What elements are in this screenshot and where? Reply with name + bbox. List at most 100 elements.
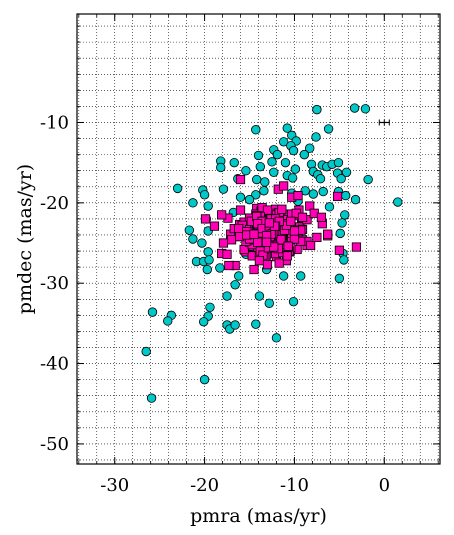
scatter-point-circle [184,225,195,235]
scatter-point-circle [230,280,240,290]
scatter-point-circle [251,190,261,200]
scatter-point-circle [252,174,262,185]
scatter-point-square [249,264,259,275]
scatter-point-circle [163,316,173,326]
scatter-point-square [297,212,308,222]
scatter-point-circle [141,346,151,357]
scatter-point-circle [308,189,319,199]
scatter-point-circle [311,132,321,142]
scatter-point-circle [188,234,198,244]
scatter-point-circle [278,137,289,147]
scatter-point-square [209,221,220,231]
x-tick-label: -30 [100,475,129,496]
axis-ticks: -30 -20 -10 0 -50 -40 -30 -20 -10 [40,14,440,496]
scatter-point-circle [172,183,183,194]
scatter-point-circle [324,202,335,212]
scatter-point-square [334,245,344,255]
scatter-point-circle [282,123,292,133]
scatter-point-circle [230,320,240,330]
scatter-point-circle [188,198,198,208]
scatter-point-circle [259,186,269,196]
scatter-point-circle [287,173,298,183]
scatter-point-square [218,238,229,248]
annotations [378,119,390,126]
scatter-point-circle [199,190,210,200]
scatter-point-square [222,249,232,259]
scatter-point-circle [312,104,322,115]
scatter-point-square [254,256,264,266]
scatter-point-circle [337,218,347,228]
scatter-point-circle [222,291,232,301]
scatter-point-circle [340,210,350,220]
scatter-point-circle [300,186,310,196]
scatter-point-square [269,242,279,252]
scatter-point-square [289,226,300,236]
scatter-point-square [332,191,343,202]
scatter-point-circle [215,263,225,273]
scatter-point-square [277,204,287,214]
scatter-point-square [283,241,293,251]
scatter-point-circle [146,393,157,403]
scatter-point-circle [280,157,291,168]
y-tick-label: -20 [40,193,69,214]
y-tick-label: -50 [40,434,69,455]
scatter-point-circle [197,238,207,248]
scatter-point-circle [334,273,345,284]
y-tick-label: -30 [40,273,69,294]
scatter-point-circle [336,174,346,184]
scatter-point-square [262,260,273,270]
scatter-point-circle [235,192,246,202]
scatter-point-circle [288,145,299,156]
scatter-point-square [264,218,274,228]
scatter-point-circle [278,271,289,281]
scatter-point-circle [318,186,328,197]
scatter-point-square [200,214,211,224]
scatter-point-circle [269,167,279,178]
scatter-point-square [312,232,322,242]
scatter-point-circle [271,333,282,343]
scatter-point-circle [323,124,334,134]
scatter-point-circle [288,296,299,307]
scatter-point-square [279,181,289,191]
scatter-point-circle [267,157,277,167]
scatter-point-circle [350,194,361,205]
scatter-point-square [226,235,237,245]
scatter-point-square [249,229,259,239]
scatter-point-square [235,174,246,185]
scatter-point-circle [393,197,403,207]
scatter-point-circle [340,190,351,201]
scatter-point-square [261,237,272,247]
scatter-point-circle [203,247,213,257]
scatter-point-circle [349,103,360,113]
scatter-point-circle [241,165,251,176]
scatter-point-square [234,223,244,234]
scatter-point-circle [363,174,373,185]
scatter-point-circle [199,374,210,385]
scatter-point-square [351,242,362,252]
scatter-point-square [323,229,333,239]
scatter-point-square [262,205,273,215]
scatter-point-circle [333,157,344,168]
scatter-point-circle [244,194,255,205]
scatter-point-circle [305,143,315,153]
scatter-point-square [282,251,292,261]
scatter-point-square [306,240,316,251]
scatter-point-circle [204,255,214,265]
scatter-point-circle [229,157,239,168]
scatter-point-circle [203,201,213,211]
scatter-point-circle [251,125,261,135]
scatter-point-circle [335,228,345,239]
scatter-point-circle [205,302,215,313]
scatter-point-circle [260,177,270,187]
scatter-point-square [274,258,284,268]
scatter-point-square [276,235,286,245]
scatter-point-circle [234,271,244,281]
scatter-point-circle [255,161,265,172]
scatter-point-circle [198,317,209,327]
scatter-point-circle [290,164,301,174]
x-axis-label: pmra (mas/yr) [190,505,327,527]
scatter-point-circle [251,319,261,329]
scatter-point-square [316,212,326,222]
x-tick-label: 0 [379,475,390,496]
